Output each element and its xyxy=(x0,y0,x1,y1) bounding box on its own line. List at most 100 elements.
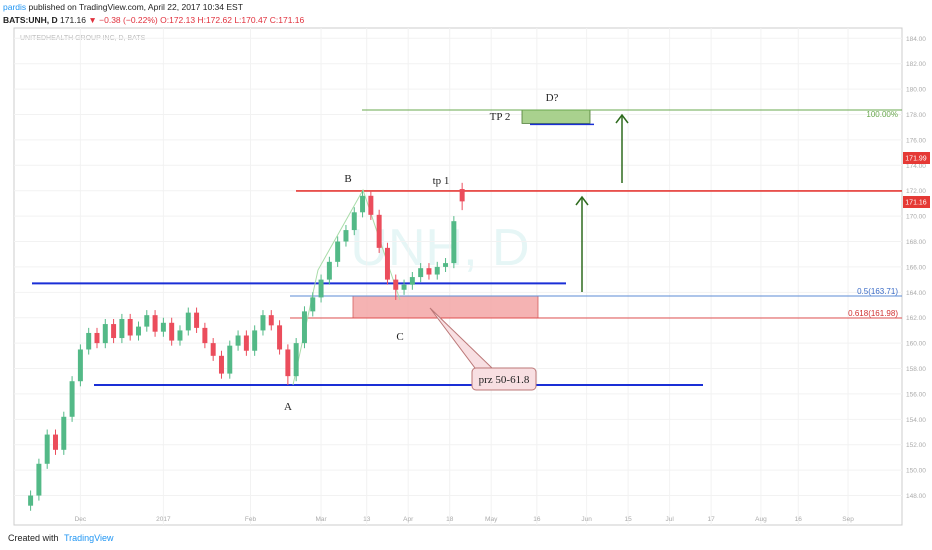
y-tick-label: 154.00 xyxy=(906,417,926,424)
label-tp2: TP 2 xyxy=(490,111,511,123)
author[interactable]: pardis xyxy=(3,2,27,12)
candle-body xyxy=(194,312,200,328)
candle-body xyxy=(152,315,158,332)
candle-body xyxy=(36,463,42,496)
y-tick-label: 164.00 xyxy=(906,290,926,297)
candle-body xyxy=(285,349,291,377)
candle-body xyxy=(376,214,382,248)
candle-body xyxy=(160,322,166,332)
callout-box xyxy=(471,367,537,391)
y-tick-label: 162.00 xyxy=(906,315,926,322)
candle-body xyxy=(135,326,141,336)
candle-body xyxy=(310,297,316,312)
candle-body xyxy=(202,327,208,344)
x-tick-label: 15 xyxy=(625,516,633,523)
candle-body xyxy=(293,343,299,377)
candle-body xyxy=(434,266,440,275)
y-tick-label: 176.00 xyxy=(906,137,926,144)
y-tick-label: 182.00 xyxy=(906,61,926,68)
candle-body xyxy=(318,279,324,298)
price-tag-label: 171.16 xyxy=(905,200,927,207)
candle-body xyxy=(119,318,125,339)
y-tick-label: 148.00 xyxy=(906,493,926,500)
y-tick-label: 166.00 xyxy=(906,264,926,271)
candle-body xyxy=(28,495,34,506)
candle-body xyxy=(459,189,465,202)
x-tick-label: 18 xyxy=(446,516,454,523)
x-tick-label: Feb xyxy=(245,516,257,523)
candle-body xyxy=(409,277,415,285)
candle-body xyxy=(111,324,117,339)
candle-body xyxy=(384,247,390,280)
x-tick-label: May xyxy=(485,516,498,523)
candle-body xyxy=(268,315,274,326)
label-c: C xyxy=(396,331,403,343)
candle-body xyxy=(393,279,399,290)
candle-body xyxy=(86,332,92,350)
candle-body xyxy=(144,315,150,327)
candle-body xyxy=(177,330,183,341)
candle-body xyxy=(102,324,108,344)
candle-body xyxy=(351,212,357,231)
candle-body xyxy=(418,268,424,278)
candle-body xyxy=(335,241,341,262)
candle-body xyxy=(301,311,307,344)
y-tick-label: 158.00 xyxy=(906,366,926,373)
x-tick-label: Apr xyxy=(403,516,414,523)
candle-body xyxy=(44,434,50,464)
candle-body xyxy=(218,355,224,374)
tp2-zone xyxy=(521,109,591,124)
x-tick-label: Jul xyxy=(665,516,674,523)
fib-100-label: 100.00% xyxy=(866,110,898,119)
x-tick-label: 16 xyxy=(533,516,541,523)
y-tick-label: 172.00 xyxy=(906,188,926,195)
candle-body xyxy=(360,195,366,213)
arrow-head xyxy=(575,195,589,206)
candle-body xyxy=(185,312,191,331)
candle-body xyxy=(69,381,75,417)
candle-body xyxy=(243,335,249,351)
candle-body xyxy=(169,322,175,341)
footer-brand[interactable]: TradingView xyxy=(64,533,114,543)
change: ▼ −0.38 (−0.22%) xyxy=(88,15,158,25)
y-tick-label: 160.00 xyxy=(906,341,926,348)
x-tick-label: 2017 xyxy=(156,516,171,523)
candle-body xyxy=(426,268,432,275)
y-tick-label: 180.00 xyxy=(906,87,926,94)
y-tick-label: 168.00 xyxy=(906,239,926,246)
y-tick-label: 184.00 xyxy=(906,36,926,43)
footer-created: Created with xyxy=(8,533,59,543)
x-tick-label: 17 xyxy=(708,516,716,523)
candle-body xyxy=(77,349,83,382)
candle-body xyxy=(260,315,266,331)
x-tick-label: Aug xyxy=(755,516,767,523)
candle-body xyxy=(127,318,133,336)
x-tick-label: 13 xyxy=(363,516,371,523)
y-tick-label: 150.00 xyxy=(906,468,926,475)
y-tick-label: 174.00 xyxy=(906,163,926,170)
price-tag xyxy=(903,152,930,164)
y-tick-label: 152.00 xyxy=(906,442,926,449)
candle-body xyxy=(61,416,67,450)
candle-body xyxy=(235,335,241,346)
candle-body xyxy=(210,343,216,356)
candle-body xyxy=(443,263,449,267)
candle-body xyxy=(252,330,258,351)
symbol-line: BATS:UNH, D 171.16 ▼ −0.38 (−0.22%) O:17… xyxy=(3,15,304,25)
x-tick-label: 16 xyxy=(795,516,803,523)
x-tick-label: Mar xyxy=(315,516,327,523)
published: published on TradingView.com, April 22, … xyxy=(28,2,243,12)
x-tick-label: Sep xyxy=(842,516,854,523)
label-a: A xyxy=(284,401,292,413)
plot-frame xyxy=(13,27,903,526)
symbol: BATS:UNH, D xyxy=(3,15,58,25)
fib-05-label: 0.5(163.71) xyxy=(857,287,898,296)
candle-body xyxy=(451,221,457,264)
prz-zone xyxy=(352,295,539,319)
candle-body xyxy=(368,195,374,215)
label-b: B xyxy=(344,173,351,185)
candle-body xyxy=(277,325,283,350)
x-tick-label: Jun xyxy=(581,516,592,523)
